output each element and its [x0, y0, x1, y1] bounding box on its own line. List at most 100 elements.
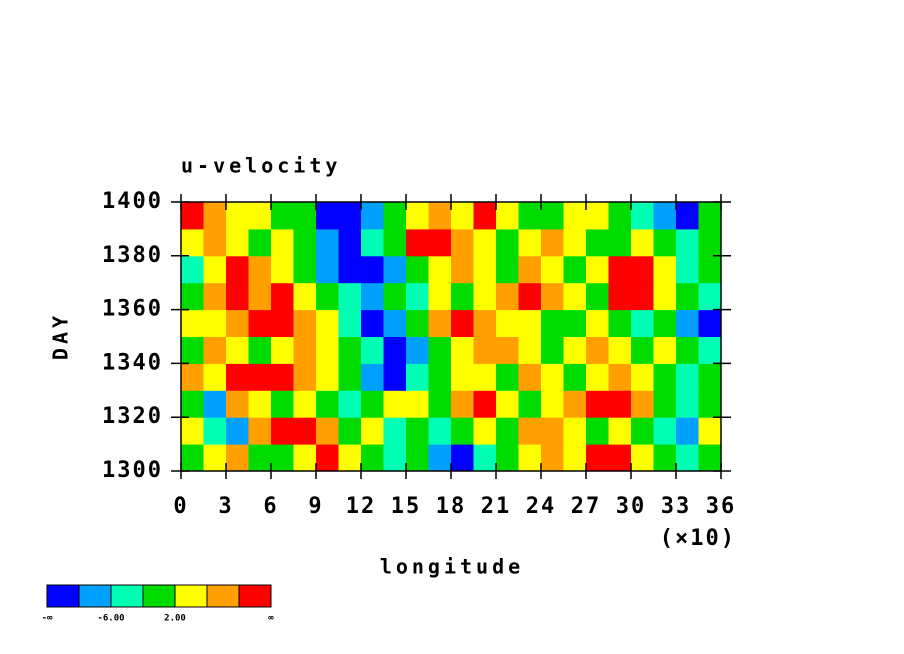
heatmap-cell: [361, 390, 384, 418]
heatmap-cell: [428, 444, 452, 472]
heatmap-cell: [293, 336, 317, 364]
heatmap-cell: [361, 255, 384, 284]
heatmap-cell: [181, 309, 204, 337]
heatmap-cell: [451, 255, 474, 284]
heatmap-cell: [451, 363, 474, 391]
heatmap-cell: [361, 417, 384, 445]
y-tick-label: 1320: [102, 404, 163, 429]
colorbar-swatch: [78, 584, 112, 608]
heatmap-cell: [563, 228, 587, 257]
x-tick-label: 33: [661, 494, 692, 519]
heatmap-cell: [473, 444, 497, 472]
heatmap-cell: [203, 336, 227, 364]
heatmap-cell: [451, 309, 474, 337]
heatmap-cell: [383, 444, 407, 472]
heatmap-cell: [496, 309, 519, 337]
heatmap-cell: [631, 390, 654, 418]
heatmap-cell: [541, 417, 564, 445]
heatmap-cell: [698, 228, 722, 257]
heatmap-cell: [563, 282, 587, 311]
heatmap-cell: [428, 417, 452, 445]
heatmap-cell: [338, 390, 362, 418]
heatmap-cell: [316, 417, 339, 445]
heatmap-cell: [496, 282, 519, 311]
heatmap-cell: [181, 282, 204, 311]
heatmap-cell: [541, 228, 564, 257]
heatmap-cell: [496, 363, 519, 391]
heatmap-cell: [226, 228, 249, 257]
heatmap-cell: [338, 202, 362, 230]
heatmap-cell: [653, 228, 677, 257]
heatmap-cell: [406, 255, 429, 284]
x-tick-label: 0: [173, 494, 188, 519]
heatmap-cell: [451, 417, 474, 445]
heatmap-cell: [608, 255, 632, 284]
y-axis-label: DAY: [49, 312, 73, 360]
heatmap-cell: [653, 363, 677, 391]
x-tick-label: 18: [436, 494, 467, 519]
heatmap-cell: [383, 390, 407, 418]
heatmap-cell: [293, 202, 317, 230]
heatmap-cell: [676, 282, 699, 311]
heatmap-cell: [698, 417, 722, 445]
heatmap-cell: [361, 282, 384, 311]
heatmap-cell: [631, 309, 654, 337]
heatmap-cell: [226, 336, 249, 364]
heatmap-cell: [293, 228, 317, 257]
heatmap-cell: [203, 444, 227, 472]
heatmap-cell: [541, 255, 564, 284]
heatmap-cell: [676, 202, 699, 230]
heatmap-cell: [248, 202, 272, 230]
heatmap-cell: [631, 282, 654, 311]
heatmap-cell: [271, 202, 294, 230]
field: [181, 202, 722, 472]
heatmap-cell: [518, 417, 542, 445]
heatmap-cell: [248, 390, 272, 418]
heatmap-cell: [473, 336, 497, 364]
heatmap-cell: [428, 255, 452, 284]
heatmap-cell: [316, 202, 339, 230]
heatmap-cell: [541, 309, 564, 337]
heatmap-cell: [248, 336, 272, 364]
x-tick-label: 9: [308, 494, 323, 519]
heatmap-cell: [451, 282, 474, 311]
heatmap-cell: [473, 363, 497, 391]
heatmap-cell: [406, 336, 429, 364]
heatmap-cell: [338, 309, 362, 337]
heatmap-cell: [586, 336, 609, 364]
heatmap-cell: [203, 202, 227, 230]
heatmap-cell: [653, 417, 677, 445]
heatmap-cell: [181, 417, 204, 445]
heatmap-cell: [496, 390, 519, 418]
heatmap-cell: [428, 282, 452, 311]
heatmap-cell: [653, 282, 677, 311]
heatmap-cell: [563, 309, 587, 337]
heatmap-cell: [563, 417, 587, 445]
y-tick-label: 1400: [102, 189, 163, 214]
heatmap-cell: [451, 336, 474, 364]
heatmap-cell: [541, 390, 564, 418]
heatmap-cell: [631, 228, 654, 257]
heatmap-cell: [226, 417, 249, 445]
heatmap-cell: [451, 228, 474, 257]
heatmap-cell: [586, 444, 609, 472]
heatmap-cell: [608, 363, 632, 391]
heatmap-cell: [541, 282, 564, 311]
heatmap-cell: [181, 228, 204, 257]
heatmap-cell: [586, 309, 609, 337]
heatmap-cell: [316, 309, 339, 337]
x-tick-label: 15: [391, 494, 422, 519]
heatmap-cell: [698, 255, 722, 284]
x-tick-label: 30: [616, 494, 647, 519]
heatmap-cell: [451, 202, 474, 230]
heatmap-cell: [428, 390, 452, 418]
heatmap-cell: [203, 363, 227, 391]
heatmap-cell: [496, 255, 519, 284]
heatmap-cell: [473, 390, 497, 418]
colorbar-label: -6.00: [97, 614, 124, 624]
heatmap-cell: [563, 390, 587, 418]
heatmap-cell: [608, 202, 632, 230]
heatmap-cell: [226, 444, 249, 472]
heatmap-cell: [428, 202, 452, 230]
colorbar-swatch: [206, 584, 240, 608]
